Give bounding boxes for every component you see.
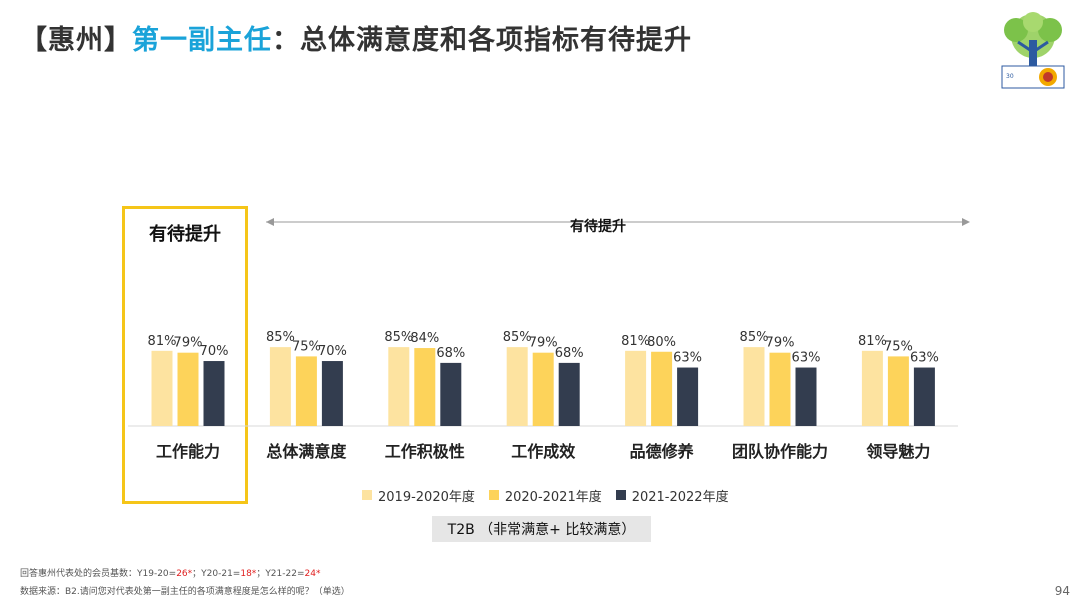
- data-label: 70%: [200, 344, 229, 359]
- bar: [795, 367, 817, 426]
- highlight-box: [122, 206, 248, 504]
- data-label: 85%: [266, 330, 295, 345]
- bar: [532, 352, 554, 426]
- legend-label: 2021-2022年度: [631, 489, 729, 505]
- range-arrow: [266, 218, 970, 226]
- data-label: 81%: [621, 334, 650, 349]
- data-label: 75%: [884, 339, 913, 354]
- bar: [414, 348, 436, 426]
- bar: [743, 347, 765, 426]
- bar: [677, 367, 699, 426]
- bar: [913, 367, 935, 426]
- data-label: 85%: [740, 330, 769, 345]
- data-label: 63%: [910, 351, 939, 366]
- data-label: 81%: [148, 334, 177, 349]
- category-label: 领导魅力: [866, 442, 930, 461]
- bar: [321, 361, 343, 426]
- svg-text:30: 30: [1006, 73, 1014, 80]
- title-rest: ：总体满意度和各项指标有待提升: [272, 25, 692, 56]
- data-label: 85%: [384, 330, 413, 345]
- category-label: 工作能力: [156, 442, 220, 461]
- bar: [269, 347, 291, 426]
- data-label: 80%: [647, 335, 676, 350]
- data-label: 79%: [529, 336, 558, 351]
- data-label: 75%: [292, 339, 321, 354]
- footnote-y2021: 18*: [240, 569, 257, 579]
- page-number: 94: [1054, 584, 1070, 598]
- footnote-y1920: 26*: [176, 569, 193, 579]
- chart-legend: 2019-2020年度 2020-2021年度 2021-2022年度: [362, 486, 743, 505]
- footnote-base-prefix: 回答惠州代表处的会员基数：Y19-20=: [20, 569, 177, 579]
- legend-swatch: [362, 490, 372, 500]
- bar: [558, 362, 580, 426]
- category-label: 总体满意度: [266, 442, 347, 461]
- data-label: 68%: [555, 346, 584, 361]
- data-label: 63%: [673, 351, 702, 366]
- bar: [440, 362, 462, 426]
- legend-swatch: [615, 490, 626, 500]
- legend-swatch: [488, 490, 499, 500]
- category-label: 工作成效: [511, 442, 575, 461]
- data-label: 70%: [318, 344, 347, 359]
- data-label: 68%: [436, 346, 465, 361]
- bar: [295, 356, 317, 426]
- category-label: 品德修养: [630, 442, 695, 461]
- bar: [506, 347, 528, 426]
- data-label: 79%: [766, 336, 795, 351]
- legend-item: 2020-2021年度: [488, 486, 602, 505]
- data-label: 63%: [792, 351, 821, 366]
- bar: [651, 351, 673, 426]
- page-title: 【惠州】第一副主任：总体满意度和各项指标有待提升: [20, 18, 692, 57]
- bar: [388, 347, 410, 426]
- footnote-source: 数据来源：B2.请问您对代表处第一副主任的各项满意程度是怎么样的呢？（单选）: [20, 587, 350, 597]
- bar-chart: 81%79%70%工作能力85%75%70%总体满意度85%84%68%工作积极…: [128, 330, 958, 461]
- legend-item: 2021-2022年度: [615, 486, 729, 505]
- legend-label: 2020-2021年度: [504, 489, 602, 505]
- data-label: 81%: [858, 334, 887, 349]
- bar: [151, 350, 173, 426]
- bar: [769, 352, 791, 426]
- data-label: 85%: [503, 330, 532, 345]
- arrow-label: 有待提升: [570, 219, 626, 235]
- bar: [861, 350, 883, 426]
- data-label: 79%: [174, 336, 203, 351]
- title-region: 【惠州】: [20, 25, 132, 56]
- category-label: 团队协作能力: [732, 442, 828, 461]
- bar: [625, 350, 647, 426]
- footnote-sep1: ；Y20-21=: [192, 569, 241, 579]
- footnote-y2122: 24*: [304, 569, 321, 579]
- footnote-sep2: ；Y21-22=: [256, 569, 305, 579]
- footnote-base: 回答惠州代表处的会员基数：Y19-20=26*；Y20-21=18*；Y21-2…: [20, 566, 320, 579]
- bar: [177, 352, 199, 426]
- bar: [203, 361, 225, 426]
- title-role: 第一副主任: [132, 25, 272, 56]
- legend-label: 2019-2020年度: [378, 489, 475, 505]
- t2b-label: T2B （非常满意+ 比较满意）: [432, 516, 651, 542]
- highlight-label: 有待提升: [149, 224, 221, 245]
- category-label: 工作积极性: [385, 442, 465, 461]
- bar: [887, 356, 909, 426]
- tree-logo-icon: 30: [1001, 12, 1065, 89]
- legend-item: 2019-2020年度: [362, 486, 475, 505]
- data-label: 84%: [410, 331, 439, 346]
